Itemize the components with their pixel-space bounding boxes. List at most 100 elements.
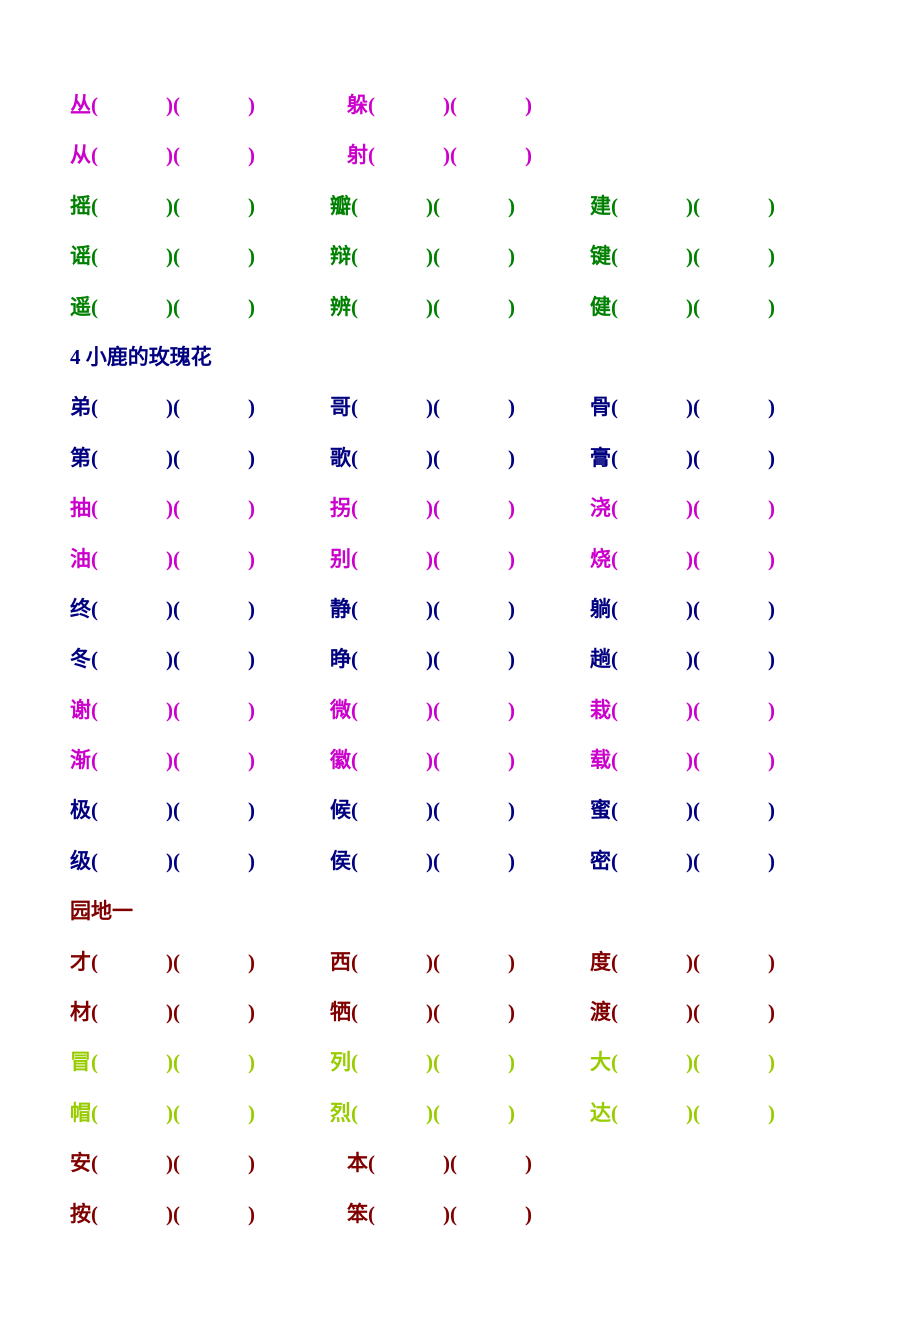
character: 极 (70, 785, 91, 835)
char-row: 安()()本()() (70, 1138, 850, 1188)
char-blank-group: 载()() (590, 735, 850, 785)
paren-open: ( (611, 483, 618, 533)
paren-close: ) (248, 836, 255, 886)
character: 按 (70, 1189, 91, 1239)
paren-close: ) (248, 1138, 255, 1188)
paren-mid: )( (426, 282, 440, 332)
paren-close: ) (508, 785, 515, 835)
char-blank-group: 极()() (70, 785, 330, 835)
paren-open: ( (351, 937, 358, 987)
char-blank-group: 蜜()() (590, 785, 850, 835)
paren-close: ) (508, 181, 515, 231)
character: 烧 (590, 534, 611, 584)
character: 睁 (330, 634, 351, 684)
paren-close: ) (248, 130, 255, 180)
paren-open: ( (91, 634, 98, 684)
paren-close: ) (508, 1088, 515, 1138)
paren-mid: )( (426, 382, 440, 432)
paren-open: ( (611, 584, 618, 634)
char-blank-group: 辩()() (330, 231, 590, 281)
char-blank-group: 材()() (70, 987, 330, 1037)
paren-mid: )( (166, 1189, 180, 1239)
character: 第 (70, 433, 91, 483)
paren-mid: )( (166, 382, 180, 432)
paren-open: ( (91, 987, 98, 1037)
character: 谣 (70, 231, 91, 281)
paren-close: ) (508, 987, 515, 1037)
paren-close: ) (508, 483, 515, 533)
char-blank-group: 本()() (347, 1138, 624, 1188)
paren-open: ( (91, 937, 98, 987)
character: 级 (70, 836, 91, 886)
paren-open: ( (368, 1138, 375, 1188)
paren-mid: )( (166, 1088, 180, 1138)
character: 渡 (590, 987, 611, 1037)
paren-open: ( (351, 382, 358, 432)
paren-mid: )( (426, 1037, 440, 1087)
paren-mid: )( (686, 483, 700, 533)
paren-open: ( (91, 1189, 98, 1239)
character: 载 (590, 735, 611, 785)
paren-open: ( (611, 1037, 618, 1087)
heading-text: 4 小鹿的玫瑰花 (70, 332, 212, 382)
paren-close: ) (508, 433, 515, 483)
paren-open: ( (91, 785, 98, 835)
paren-close: ) (508, 634, 515, 684)
char-blank-group: 瓣()() (330, 181, 590, 231)
paren-close: ) (768, 685, 775, 735)
paren-mid: )( (426, 534, 440, 584)
char-blank-group: 列()() (330, 1037, 590, 1087)
paren-close: ) (248, 1037, 255, 1087)
paren-close: ) (768, 1037, 775, 1087)
paren-mid: )( (686, 584, 700, 634)
heading-text: 园地一 (70, 886, 133, 936)
paren-close: ) (248, 634, 255, 684)
paren-close: ) (508, 382, 515, 432)
char-blank-group: 躺()() (590, 584, 850, 634)
paren-close: ) (248, 987, 255, 1037)
paren-open: ( (368, 130, 375, 180)
paren-close: ) (508, 1037, 515, 1087)
char-blank-group: 栽()() (590, 685, 850, 735)
paren-close: ) (768, 181, 775, 231)
char-blank-group: 静()() (330, 584, 590, 634)
paren-open: ( (91, 130, 98, 180)
character: 骨 (590, 382, 611, 432)
char-blank-group: 第()() (70, 433, 330, 483)
char-blank-group: 健()() (590, 282, 850, 332)
character: 笨 (347, 1189, 368, 1239)
character: 侯 (330, 836, 351, 886)
paren-mid: )( (166, 282, 180, 332)
char-row: 抽()()拐()()浇()() (70, 483, 850, 533)
paren-open: ( (91, 584, 98, 634)
paren-open: ( (351, 836, 358, 886)
paren-mid: )( (426, 231, 440, 281)
paren-mid: )( (686, 1088, 700, 1138)
char-blank-group: 趟()() (590, 634, 850, 684)
char-row: 帽()()烈()()达()() (70, 1088, 850, 1138)
paren-close: ) (768, 785, 775, 835)
paren-mid: )( (686, 785, 700, 835)
character: 栽 (590, 685, 611, 735)
paren-close: ) (768, 937, 775, 987)
paren-mid: )( (426, 735, 440, 785)
character: 辨 (330, 282, 351, 332)
char-row: 摇()()瓣()()建()() (70, 181, 850, 231)
paren-mid: )( (426, 836, 440, 886)
char-blank-group: 冬()() (70, 634, 330, 684)
paren-close: ) (525, 1189, 532, 1239)
paren-open: ( (91, 382, 98, 432)
paren-mid: )( (166, 735, 180, 785)
paren-close: ) (525, 130, 532, 180)
paren-mid: )( (686, 735, 700, 785)
char-blank-group: 按()() (70, 1189, 347, 1239)
paren-open: ( (368, 1189, 375, 1239)
paren-mid: )( (166, 1138, 180, 1188)
paren-close: ) (508, 584, 515, 634)
paren-mid: )( (426, 987, 440, 1037)
character: 终 (70, 584, 91, 634)
paren-mid: )( (426, 937, 440, 987)
paren-close: ) (248, 181, 255, 231)
character: 拐 (330, 483, 351, 533)
paren-open: ( (351, 231, 358, 281)
